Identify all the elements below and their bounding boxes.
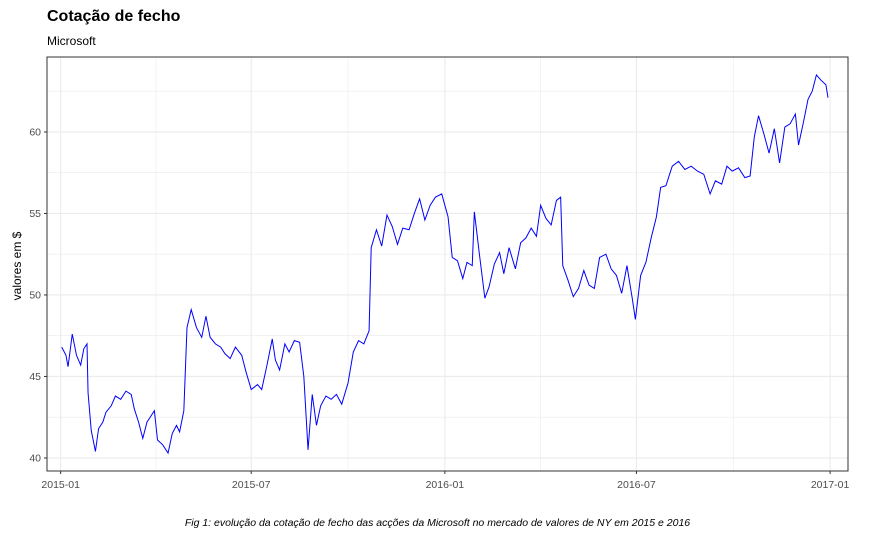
y-tick-label: 60 bbox=[29, 126, 41, 138]
y-tick-label: 50 bbox=[29, 289, 41, 301]
minor-gridlines bbox=[47, 57, 848, 471]
x-tick-label: 2017-01 bbox=[811, 479, 850, 491]
y-tick-label: 55 bbox=[29, 208, 41, 220]
chart-title: Cotação de fecho bbox=[47, 8, 181, 25]
x-tick-label: 2016-01 bbox=[426, 479, 465, 491]
y-axis: 40 45 50 55 60 bbox=[29, 126, 47, 464]
x-axis: 2015-01 2015-07 2016-01 2016-07 2017-01 bbox=[41, 471, 850, 491]
y-tick-label: 40 bbox=[29, 452, 41, 464]
y-tick-label: 45 bbox=[29, 371, 41, 383]
panel-border bbox=[46, 56, 849, 472]
major-gridlines bbox=[47, 57, 848, 471]
figure-caption: Fig 1: evolução da cotação de fecho das … bbox=[184, 517, 691, 529]
y-axis-title: valores em $ bbox=[10, 231, 24, 300]
series-line bbox=[61, 73, 829, 455]
x-tick-label: 2016-07 bbox=[617, 479, 656, 491]
chart-subtitle: Microsoft bbox=[47, 34, 96, 48]
x-tick-label: 2015-07 bbox=[232, 479, 271, 491]
x-tick-label: 2015-01 bbox=[41, 479, 80, 491]
